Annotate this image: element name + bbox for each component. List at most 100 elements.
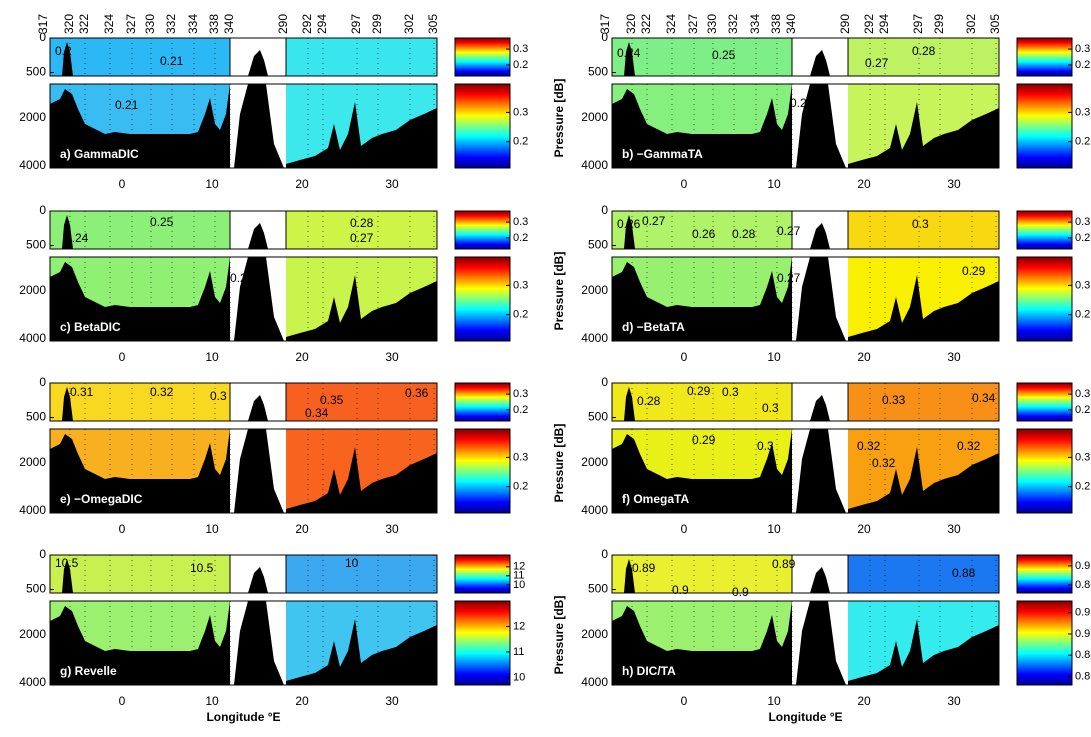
- plot-frame: [611, 210, 1000, 250]
- panel: 0.25 0.24 0.280.27 0.25 c) BetaDIC 0 500 2000 40…: [19, 203, 528, 364]
- bathymetry: [796, 601, 846, 685]
- contour-label: 0.24: [617, 46, 641, 60]
- bathymetry: [848, 102, 999, 168]
- plot-frame: [611, 382, 1000, 422]
- colorbar-tick-label: 0.2: [1075, 59, 1090, 71]
- contour-label: 0.3: [210, 389, 227, 403]
- bathymetry: [848, 275, 999, 341]
- colorbar-tick-label: 0.2: [513, 481, 528, 493]
- field-east-upper: [286, 555, 437, 593]
- x-tick-label: 20: [857, 522, 871, 536]
- contour-label: 0.9: [732, 585, 749, 599]
- plot-frame: [49, 428, 438, 514]
- bathymetry: [234, 601, 284, 685]
- colorbar-tick-label: 0.2: [1075, 404, 1090, 416]
- station-label: 334: [186, 14, 200, 34]
- panel: 0.31 0.32 0.3 0.350.34 0.36 e) −OmegaDIC 0 500 2…: [19, 375, 528, 536]
- bathymetry: [624, 42, 635, 76]
- x-tick-label: 10: [205, 694, 219, 708]
- field-west-upper: [50, 383, 230, 421]
- colorbar-tick-label: 0.9: [1075, 628, 1090, 640]
- colorbar-tick-label: 0.2: [513, 59, 528, 71]
- bathymetry: [286, 447, 437, 513]
- panel: 0.28 0.29 0.3 0.3 0.33 0.34 0.29 0.3 0.32 0.32 0.3…: [552, 375, 1090, 536]
- y-tick-label: 0: [601, 30, 608, 44]
- colorbar: [1016, 210, 1073, 250]
- colorbar-tick-label: 0.3: [1075, 388, 1090, 400]
- contour-label: 0.3: [757, 439, 774, 453]
- colorbar: [454, 210, 511, 250]
- x-tick-label: 30: [947, 350, 961, 364]
- plot-frame: [49, 37, 438, 77]
- x-tick-label: 10: [767, 350, 781, 364]
- colorbar-tick-label: 12: [513, 561, 525, 573]
- y-tick-label: 500: [588, 65, 608, 79]
- colorbar-tick-label: 0.3: [513, 106, 528, 118]
- bathymetry: [612, 257, 792, 341]
- bathymetry: [810, 50, 830, 76]
- y-tick-label: 0: [39, 203, 46, 217]
- y-tick-label: 2000: [19, 627, 46, 641]
- contour-label: 0.27: [865, 56, 889, 70]
- contour-label: 0.25: [712, 48, 736, 62]
- contour-label: 0.21: [115, 98, 139, 112]
- station-label: 299: [932, 14, 946, 34]
- colorbar: [1016, 83, 1073, 169]
- x-tick-label: 20: [295, 177, 309, 191]
- bathymetry: [234, 429, 284, 513]
- colorbar-tick-label: 10: [513, 579, 525, 591]
- colorbar-tick-label: 0.3: [1075, 216, 1090, 228]
- colorbar: [454, 554, 511, 594]
- x-tick-label: 30: [947, 177, 961, 191]
- contour-label: 0.88: [952, 566, 976, 580]
- colorbar-tick-label: 0.2: [513, 309, 528, 321]
- x-tick-label: 0: [681, 177, 688, 191]
- contour-label: 0.3: [722, 385, 739, 399]
- colorbar-tick-label: 10: [513, 671, 525, 683]
- x-tick-label: 10: [205, 522, 219, 536]
- colorbar: [454, 256, 511, 342]
- field-west-upper: [612, 38, 792, 76]
- colorbar-tick-label: 0.3: [513, 388, 528, 400]
- station-label: 320: [62, 14, 76, 34]
- contour-label: 0.25: [790, 96, 814, 110]
- contour-label: 0.34: [305, 406, 329, 420]
- contour-label: 0.35: [320, 393, 344, 407]
- bathymetry: [62, 42, 73, 76]
- bathymetry: [624, 559, 635, 593]
- panel: 0.24 0.25 0.28 0.27 0.25 b) −GammaTA 0 500 2000 4…: [552, 14, 1090, 192]
- contour-label: 0.34: [972, 391, 996, 405]
- plot-frame: [49, 256, 438, 342]
- station-label: 292: [862, 14, 876, 34]
- contour-label: 0.25: [150, 215, 174, 229]
- y-tick-label: 500: [588, 410, 608, 424]
- y-tick-label: 4000: [19, 503, 46, 517]
- y-axis-title: Pressure [dB]: [552, 252, 566, 331]
- y-tick-label: 2000: [19, 283, 46, 297]
- panel-label: a) GammaDIC: [60, 147, 139, 161]
- y-tick-label: 4000: [581, 331, 608, 345]
- colorbar: [1016, 256, 1073, 342]
- y-tick-label: 2000: [581, 627, 608, 641]
- station-label: 340: [222, 14, 236, 34]
- station-label: 322: [77, 14, 91, 34]
- bathymetry: [810, 395, 830, 421]
- station-label: 324: [102, 14, 116, 34]
- x-tick-label: 10: [767, 177, 781, 191]
- station-label: 322: [639, 14, 653, 34]
- panel: 10.5 10.5 10 g) Revelle 0 500 2000 4000 0 10 20 30 L…: [19, 547, 525, 724]
- plot-frame: [611, 83, 1000, 169]
- x-tick-label: 30: [385, 350, 399, 364]
- plot-frame: [49, 210, 438, 250]
- x-tick-label: 0: [681, 522, 688, 536]
- x-tick-label: 0: [119, 177, 126, 191]
- station-label: 302: [964, 14, 978, 34]
- contour-label: 0.89: [632, 561, 656, 575]
- contour-label: 0.32: [857, 439, 881, 453]
- bathymetry: [62, 215, 73, 249]
- contour-label: 0.9: [672, 583, 689, 597]
- colorbar-tick-label: 12: [513, 620, 525, 632]
- field-east-upper: [286, 383, 437, 421]
- bathymetry: [248, 50, 268, 76]
- colorbar: [1016, 428, 1073, 514]
